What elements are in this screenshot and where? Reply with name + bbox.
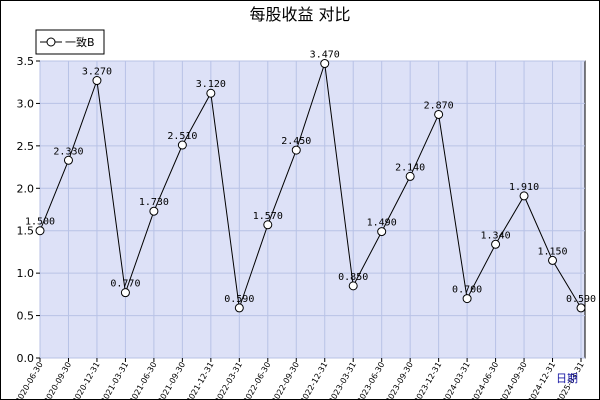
x-tick-label: 2021-03-31 [99,361,130,400]
data-label: 1.910 [509,182,539,193]
data-point [348,281,358,291]
data-point [291,145,301,155]
legend-marker-swatch [46,37,56,47]
legend-label: 一致B [65,35,95,49]
data-label: 2.870 [424,100,454,111]
x-tick-label: 2022-12-31 [298,361,329,400]
chart-title: 每股收益 对比 [249,5,350,24]
x-tick-label: 2022-09-30 [270,361,301,400]
series-line [39,63,582,309]
x-tick-label: 2021-09-30 [156,361,187,400]
x-tick-label: 2024-06-30 [469,361,500,400]
data-point [320,59,330,69]
x-tick-label: 2022-06-30 [241,361,272,400]
data-label: 2.450 [281,136,311,147]
x-tick-label: 2023-09-30 [384,361,415,400]
data-point [462,294,472,304]
data-label: 2.510 [167,131,197,142]
data-point [206,88,216,98]
y-tick-label: 0.0 [17,352,35,365]
x-tick-label: 2023-03-31 [327,361,358,400]
x-axis-label: 日期 [556,372,578,385]
data-point [263,220,273,230]
y-tick-label: 2.5 [17,140,35,153]
data-label: 0.590 [566,294,596,305]
data-label: 1.340 [481,230,511,241]
x-tick-label: 2020-09-30 [42,361,73,400]
data-label: 2.330 [53,146,83,157]
data-point [548,255,558,265]
data-point [576,303,586,313]
x-tick-label: 2023-12-31 [412,361,443,400]
data-label: 1.500 [25,217,55,228]
data-label: 1.730 [139,197,169,208]
data-point [234,303,244,313]
x-tick-label: 2024-12-31 [526,361,557,400]
data-point [177,140,187,150]
grid-lines [39,60,585,359]
plot-area [39,60,586,359]
x-tick-label: 2021-12-31 [185,361,216,400]
series-line-layer [39,63,582,309]
data-point [92,76,102,86]
data-label: 0.700 [452,285,482,296]
data-point [35,226,45,236]
data-label: 3.270 [82,67,112,78]
x-tick-label: 2020-06-30 [14,361,45,400]
data-label: 1.570 [253,211,283,222]
data-label: 3.470 [310,50,340,61]
x-tick-label: 2020-12-31 [71,361,102,400]
y-tick-label: 3.0 [17,97,35,110]
y-tick-label: 3.5 [17,55,35,68]
y-tick-label: 0.5 [17,310,35,323]
x-tick-label: 2023-06-30 [355,361,386,400]
y-tick-label: 1.0 [17,267,35,280]
y-tick-label: 2.0 [17,182,35,195]
data-point [405,171,415,181]
data-label: 2.140 [395,162,425,173]
series-markers [35,59,586,313]
x-tick-label: 2024-03-31 [441,360,472,400]
data-label: 0.770 [110,279,140,290]
data-point [377,227,387,237]
data-point [491,239,501,249]
data-label: 0.850 [338,272,368,283]
data-label: 1.490 [367,218,397,229]
data-point [120,288,130,298]
data-labels: 1.500 2.330 3.270 0.770 1.730 2.510 3.120 0.590… [25,50,596,305]
data-label: 1.150 [537,246,567,257]
x-tick-label: 2024-09-30 [498,361,529,400]
data-point [434,109,444,119]
legend: 一致B [35,29,105,55]
data-label: 0.590 [224,294,254,305]
data-point [63,155,73,165]
x-tick-label: 2022-03-31 [213,361,244,400]
data-point [149,206,159,216]
x-tick-label: 2021-06-30 [128,361,159,400]
y-tick-label: 1.5 [17,225,35,238]
data-point [519,191,529,201]
data-label: 3.120 [196,79,226,90]
